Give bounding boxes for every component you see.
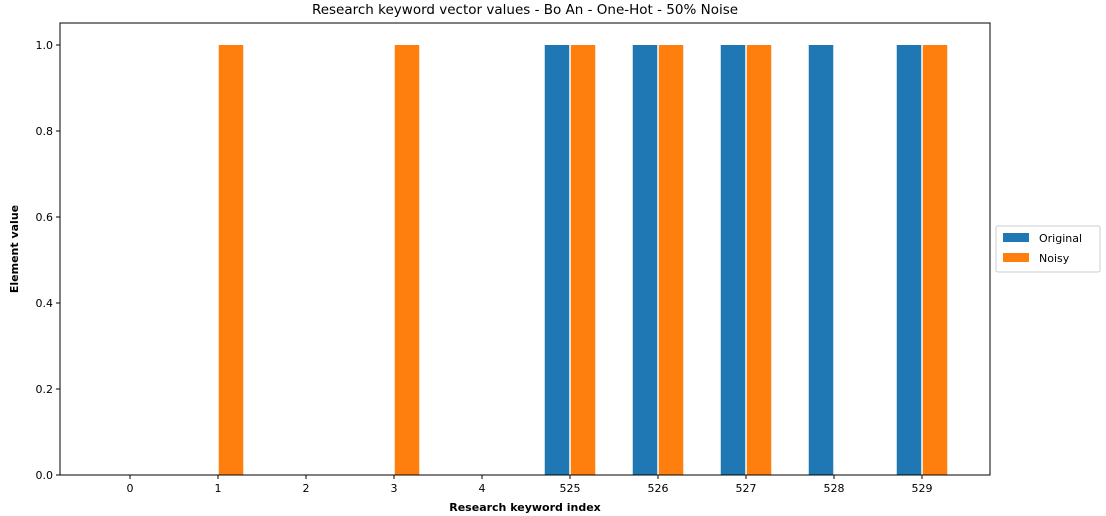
legend-label-original: Original <box>1039 232 1082 245</box>
y-axis-ticks: 0.0 0.2 0.4 0.6 0.8 1.0 <box>36 39 60 482</box>
y-tick-label: 0.8 <box>36 125 54 138</box>
bar-noisy-529 <box>922 45 948 475</box>
y-tick-label: 0.2 <box>36 383 54 396</box>
legend-label-noisy: Noisy <box>1039 252 1070 265</box>
bar-original-525 <box>544 45 570 475</box>
x-axis-ticks: 0 1 2 3 4 525 526 527 528 529 <box>127 475 933 495</box>
y-tick-label: 1.0 <box>36 39 54 52</box>
legend-swatch-noisy <box>1003 253 1029 262</box>
x-tick-label: 526 <box>648 482 669 495</box>
chart-title: Research keyword vector values - Bo An -… <box>312 2 738 18</box>
y-tick-label: 0.6 <box>36 211 54 224</box>
bar-noisy-527 <box>746 45 772 475</box>
bar-original-529 <box>896 45 922 475</box>
x-tick-label: 3 <box>391 482 398 495</box>
legend-swatch-original <box>1003 233 1029 242</box>
x-tick-label: 1 <box>215 482 222 495</box>
x-tick-label: 527 <box>736 482 757 495</box>
bar-noisy-3 <box>394 45 420 475</box>
x-tick-label: 0 <box>127 482 134 495</box>
bar-noisy-525 <box>570 45 596 475</box>
y-tick-label: 0.0 <box>36 469 54 482</box>
bar-original-526 <box>632 45 658 475</box>
x-tick-label: 4 <box>479 482 486 495</box>
bar-original-527 <box>720 45 746 475</box>
y-axis-label: Element value <box>8 205 21 293</box>
bar-noisy-526 <box>658 45 684 475</box>
x-axis-label: Research keyword index <box>449 501 601 514</box>
y-tick-label: 0.4 <box>36 297 54 310</box>
x-tick-label: 2 <box>303 482 310 495</box>
plot-frame <box>59 22 991 476</box>
bar-original-528 <box>808 45 834 475</box>
x-tick-label: 528 <box>824 482 845 495</box>
legend: Original Noisy <box>995 225 1101 273</box>
bar-noisy-1 <box>218 45 244 475</box>
x-tick-label: 529 <box>912 482 933 495</box>
x-tick-label: 525 <box>560 482 581 495</box>
bars-group <box>218 45 948 475</box>
